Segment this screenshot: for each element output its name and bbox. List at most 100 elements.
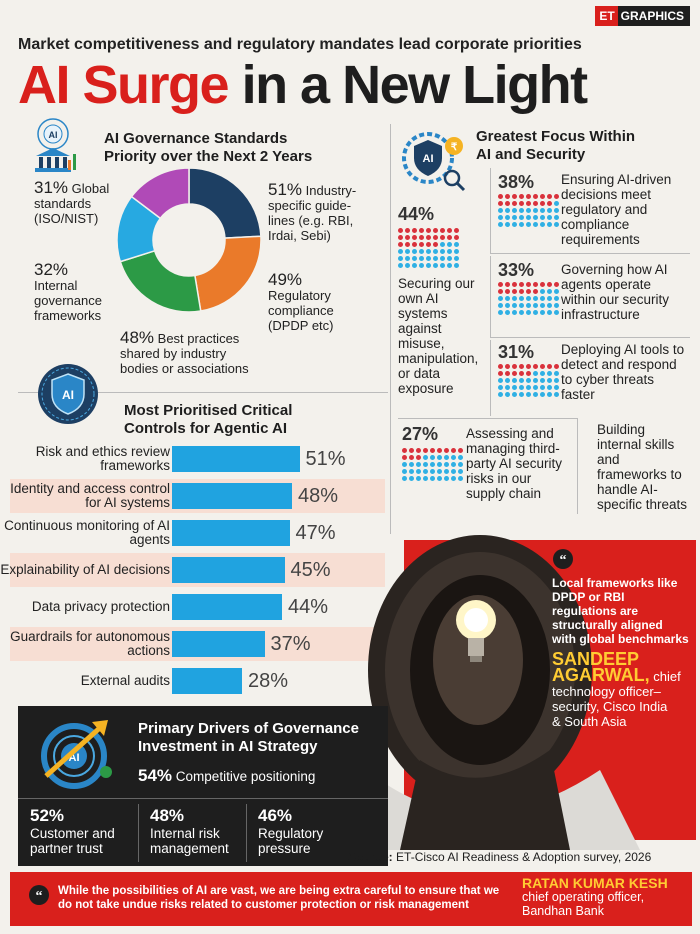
- focus-dot: [540, 378, 545, 383]
- drivers-item-48: 48% Internal risk management: [150, 806, 229, 856]
- focus-dot: [433, 235, 438, 240]
- drivers-item-46-l1: Regulatory: [258, 826, 324, 841]
- focus-dot: [423, 455, 428, 460]
- focus-dot: [547, 385, 552, 390]
- focus-dot: [451, 476, 456, 481]
- control-label: External audits: [80, 673, 170, 688]
- focus-dot: [498, 310, 503, 315]
- focus-dot: [547, 194, 552, 199]
- focus-dot: [554, 364, 559, 369]
- svg-text:“: “: [560, 553, 567, 568]
- focus-dot: [423, 469, 428, 474]
- focus-dot: [526, 296, 531, 301]
- focus-dot: [409, 469, 414, 474]
- focus-dot: [398, 235, 403, 240]
- donut-slice-49: [194, 235, 262, 312]
- focus-dot: [505, 289, 510, 294]
- focus-dot: [533, 303, 538, 308]
- control-bar: [172, 446, 300, 472]
- focus-dot: [505, 385, 510, 390]
- focus-dot: [458, 448, 463, 453]
- focus-dot: [512, 296, 517, 301]
- focus-dot: [451, 455, 456, 460]
- drivers-item-52-l1: Customer and: [30, 826, 115, 841]
- drivers-item-48-l2: management: [150, 841, 229, 856]
- focus-dot: [498, 364, 503, 369]
- focus-dot: [458, 469, 463, 474]
- donut-label-48-pct: 48: [120, 328, 139, 347]
- focus-dot: [419, 263, 424, 268]
- focus-dot: [533, 208, 538, 213]
- focus-dot: [398, 242, 403, 247]
- focus-dot: [498, 392, 503, 397]
- focus-dot: [554, 310, 559, 315]
- drivers-item-48-l1: Internal risk: [150, 826, 220, 841]
- focus-dot: [533, 385, 538, 390]
- focus-dot: [505, 282, 510, 287]
- focus-dot: [498, 289, 503, 294]
- focus-dot: [430, 448, 435, 453]
- focus-dot: [540, 194, 545, 199]
- focus-dot: [444, 448, 449, 453]
- control-row: Guardrails for autonomous actions 37%: [10, 627, 385, 661]
- focus-dot: [540, 303, 545, 308]
- control-row: Risk and ethics review frameworks 51%: [10, 442, 385, 476]
- focus-44-text: Securing our own AI systems against misu…: [398, 276, 479, 396]
- quote2-icon: “: [28, 884, 50, 906]
- focus-dot: [512, 194, 517, 199]
- focus-dot: [554, 222, 559, 227]
- donut-label-48-l2: shared by industry: [120, 346, 227, 361]
- focus-dot: [526, 208, 531, 213]
- title-rest: in a New Light: [241, 55, 589, 115]
- quote2-role-2: Bandhan Bank: [522, 904, 605, 918]
- control-bar: [172, 668, 242, 694]
- focus-dot: [533, 201, 538, 206]
- drivers-item-52: 52% Customer and partner trust: [30, 806, 115, 856]
- donut-label-48-l1: Best practices: [154, 331, 240, 346]
- focus-dot: [533, 215, 538, 220]
- svg-text:AI: AI: [62, 388, 74, 402]
- control-bar: [172, 483, 292, 509]
- focus-dot: [554, 385, 559, 390]
- focus-dot: [519, 303, 524, 308]
- donut-label-49: 49% Regulatory compliance (DPDP etc): [268, 271, 378, 333]
- focus-dot: [512, 310, 517, 315]
- focus-dot: [398, 228, 403, 233]
- quote1-attribution: SANDEEP AGARWAL, chief technology office…: [552, 650, 692, 729]
- focus-dot: [454, 249, 459, 254]
- focus-dot: [423, 476, 428, 481]
- focus-dot: [547, 296, 552, 301]
- focus-27-text: Assessing and managing third-party AI se…: [466, 426, 563, 501]
- focus-dot: [416, 455, 421, 460]
- quote1-role-4: & South Asia: [552, 714, 627, 729]
- focus-27-dots: [402, 448, 463, 481]
- focus-dot: [512, 215, 517, 220]
- control-label: Data privacy protection: [31, 599, 170, 614]
- focus-dot: [444, 469, 449, 474]
- focus-dot: [458, 476, 463, 481]
- focus-dot: [402, 455, 407, 460]
- focus-dot: [519, 222, 524, 227]
- focus-dot: [519, 310, 524, 315]
- focus-dot: [533, 282, 538, 287]
- focus-dot: [426, 235, 431, 240]
- drivers-title-line2: Investment in AI Strategy: [138, 738, 318, 755]
- focus-dot: [419, 235, 424, 240]
- control-label: Continuous monitoring of AI agents: [4, 518, 170, 547]
- focus-dot: [398, 249, 403, 254]
- quote2-role-1: chief operating officer,: [522, 890, 645, 904]
- focus-dot: [440, 256, 445, 261]
- svg-text:AI: AI: [423, 153, 434, 165]
- focus-dot: [554, 303, 559, 308]
- focus-dot: [505, 296, 510, 301]
- focus-dot: [547, 392, 552, 397]
- focus-dot: [498, 201, 503, 206]
- focus-box-33: [490, 256, 690, 338]
- focus-dot: [426, 263, 431, 268]
- donut-label-51-l4: Irdai, Sebi): [268, 228, 331, 243]
- donut-label-51-l3: lines (e.g. RBI,: [268, 213, 354, 228]
- focus-dot: [398, 256, 403, 261]
- drivers-item-46-pct: 46%: [258, 806, 293, 825]
- control-value: 47%: [295, 522, 336, 544]
- focus-27-pct: 27%: [402, 424, 439, 444]
